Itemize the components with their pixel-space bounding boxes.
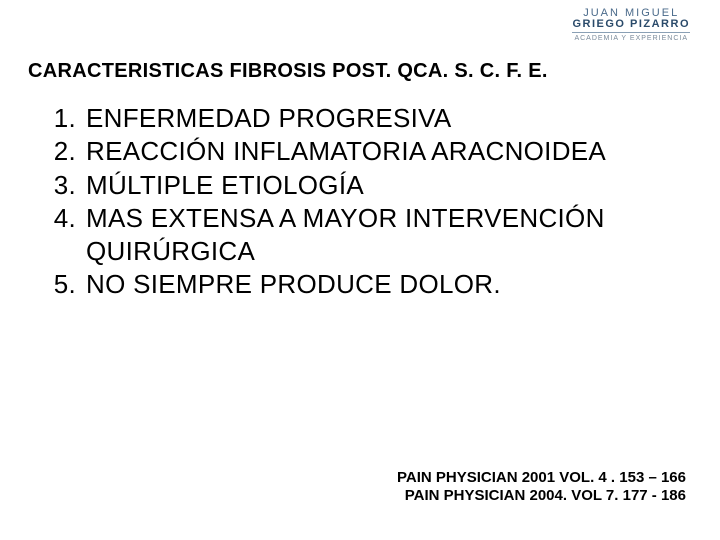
references-block: PAIN PHYSICIAN 2001 VOL. 4 . 153 – 166 P… — [397, 469, 686, 507]
logo-divider — [572, 32, 690, 33]
list-number: 5. — [40, 268, 86, 301]
list-number: 4. — [40, 202, 86, 269]
logo-block: JUAN MIGUEL GRIEGO PIZARRO ACADEMIA Y EX… — [572, 8, 690, 42]
list-number: 1. — [40, 102, 86, 135]
list-item: 3. MÚLTIPLE ETIOLOGÍA — [40, 169, 680, 202]
list-text: MAS EXTENSA A MAYOR INTERVENCIÓN QUIRÚRG… — [86, 202, 680, 269]
reference-line: PAIN PHYSICIAN 2001 VOL. 4 . 153 – 166 — [397, 469, 686, 488]
logo-line2: GRIEGO PIZARRO — [572, 19, 690, 30]
list-number: 2. — [40, 135, 86, 168]
list-item: 5. NO SIEMPRE PRODUCE DOLOR. — [40, 268, 680, 301]
list-text: REACCIÓN INFLAMATORIA ARACNOIDEA — [86, 135, 680, 168]
list-item: 2. REACCIÓN INFLAMATORIA ARACNOIDEA — [40, 135, 680, 168]
list-text: NO SIEMPRE PRODUCE DOLOR. — [86, 268, 680, 301]
characteristics-list: 1. ENFERMEDAD PROGRESIVA 2. REACCIÓN INF… — [40, 102, 680, 302]
list-number: 3. — [40, 169, 86, 202]
list-text: ENFERMEDAD PROGRESIVA — [86, 102, 680, 135]
list-item: 1. ENFERMEDAD PROGRESIVA — [40, 102, 680, 135]
slide-title: CARACTERISTICAS FIBROSIS POST. QCA. S. C… — [28, 60, 548, 83]
list-item: 4. MAS EXTENSA A MAYOR INTERVENCIÓN QUIR… — [40, 202, 680, 269]
logo-line3: ACADEMIA Y EXPERIENCIA — [572, 35, 690, 42]
reference-line: PAIN PHYSICIAN 2004. VOL 7. 177 - 186 — [397, 487, 686, 506]
list-text: MÚLTIPLE ETIOLOGÍA — [86, 169, 680, 202]
